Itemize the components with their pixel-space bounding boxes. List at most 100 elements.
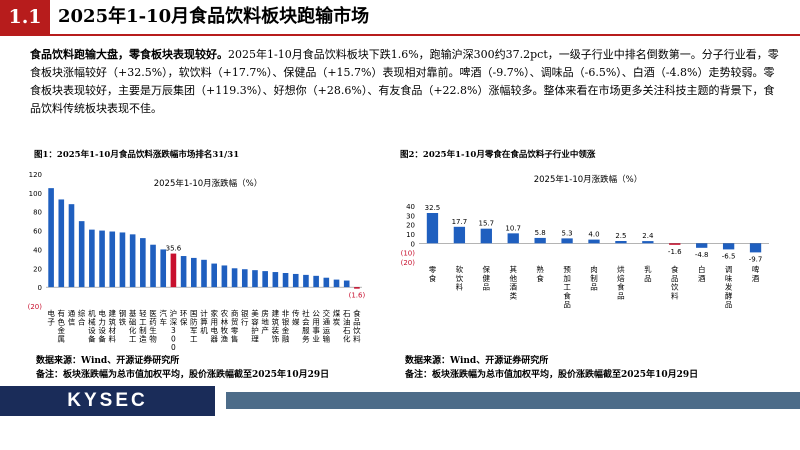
chart-title: 2025年1-10月涨跌幅（%） <box>534 174 643 185</box>
y-tick-label: 10 <box>406 231 415 239</box>
x-tick-label: 金 <box>58 325 66 335</box>
x-tick-label: 信 <box>68 317 76 327</box>
x-tick-label: 化 <box>343 334 351 344</box>
x-tick-label: 料 <box>109 334 117 344</box>
bar <box>722 243 735 250</box>
bar <box>696 243 708 248</box>
x-tick-label: 子 <box>47 318 55 327</box>
x-tick-label: 业 <box>312 334 320 344</box>
x-tick-label: 护 <box>251 325 259 335</box>
bar <box>561 238 573 244</box>
x-tick-label: 品 <box>590 283 598 292</box>
figure-1-title: 图1：2025年1-10月食品饮料涨跌幅市场排名31/31 <box>34 150 240 160</box>
x-tick-label: 饮 <box>456 273 464 283</box>
x-tick-label: 防 <box>190 317 198 327</box>
x-tick-label: 工 <box>129 335 137 344</box>
x-tick-label: 事 <box>312 325 320 335</box>
x-tick-label: 乳 <box>644 264 652 274</box>
x-tick-label: 银 <box>241 309 249 318</box>
x-tick-label: 料 <box>671 290 679 300</box>
x-tick-label: 调 <box>725 265 733 274</box>
x-tick-label: 味 <box>725 273 733 283</box>
x-tick-label: 筑 <box>109 317 117 327</box>
x-tick-label: 工 <box>563 283 571 292</box>
bar <box>211 263 217 288</box>
x-tick-label: 炭 <box>333 318 341 327</box>
x-tick-label: 食 <box>563 290 571 300</box>
x-tick-label: 饰 <box>272 334 280 344</box>
data-label: -6.5 <box>722 252 736 260</box>
x-tick-label: 机 <box>200 325 208 335</box>
x-tick-label: 饮 <box>671 282 679 292</box>
x-tick-label: 酒 <box>698 274 706 283</box>
data-label: 2.5 <box>615 232 626 240</box>
bar <box>534 237 546 244</box>
x-tick-label: 础 <box>129 317 137 327</box>
x-tick-label: 算 <box>200 317 208 327</box>
bar <box>119 232 126 288</box>
x-tick-label: 其 <box>509 265 517 274</box>
data-label: 10.7 <box>505 224 521 232</box>
x-tick-label: 设 <box>88 325 96 335</box>
x-tick-label: 器 <box>210 335 218 344</box>
data-label: -9.7 <box>749 255 763 263</box>
bar <box>150 244 156 288</box>
footer-brand-block: KYSEC <box>0 386 215 416</box>
bar <box>642 241 654 244</box>
x-tick-label: 制 <box>590 273 598 283</box>
x-tick-label: 融 <box>282 334 290 344</box>
data-label: 15.7 <box>479 220 495 228</box>
x-tick-label: 铁 <box>119 317 127 327</box>
x-tick-label: 综 <box>78 308 86 318</box>
x-tick-label: 装 <box>272 325 280 335</box>
x-tick-label: 用 <box>312 318 320 327</box>
bar <box>749 243 762 253</box>
x-tick-label: 渔 <box>221 334 229 344</box>
figure-2-source: 数据来源：Wind、开源证券研究所 <box>405 356 549 366</box>
bar <box>262 271 268 288</box>
x-tick-label: 食 <box>429 273 437 283</box>
x-tick-label: 传 <box>292 308 300 318</box>
section-header: 1.1 2025年1-10月食品饮料板块跑输市场 <box>0 0 800 34</box>
x-tick-label: 生 <box>149 325 157 335</box>
x-tick-label: 化 <box>129 325 137 335</box>
figure-2-title: 图2：2025年1-10月零食在食品饮料子行业中领涨 <box>400 150 596 160</box>
x-tick-label: 电 <box>47 308 55 318</box>
data-label: 2.4 <box>642 232 654 240</box>
x-tick-label: 啤 <box>752 264 760 274</box>
bar <box>160 249 167 288</box>
y-tick-label: (10) <box>401 250 416 258</box>
x-tick-label: 石 <box>343 326 351 335</box>
bar <box>241 269 248 288</box>
bar <box>68 204 75 288</box>
x-tick-label: 备 <box>88 334 96 344</box>
bar <box>507 233 519 244</box>
x-tick-label: 房 <box>261 308 269 318</box>
x-tick-label: 计 <box>200 308 208 318</box>
figure-2-notes: 数据来源：Wind、开源证券研究所 备注：板块涨跌幅为总市值加权平均，股价涨跌幅… <box>405 354 698 382</box>
bar <box>180 256 187 288</box>
y-tick-label: 100 <box>29 190 42 198</box>
x-tick-label: 品 <box>483 283 491 292</box>
x-tick-label: 有 <box>58 308 66 318</box>
x-tick-label: 用 <box>210 318 218 327</box>
x-tick-label: 食 <box>536 273 544 283</box>
x-tick-label: 酒 <box>509 283 517 292</box>
bar <box>140 238 146 288</box>
data-label: -4.8 <box>695 251 709 259</box>
y-tick-label: 60 <box>33 228 42 236</box>
x-tick-label: 酒 <box>752 274 760 283</box>
x-tick-label: 他 <box>509 273 517 283</box>
x-tick-label: 0 <box>171 343 176 350</box>
x-tick-label: 软 <box>456 264 464 274</box>
data-label: 35.6 <box>166 245 182 253</box>
x-tick-label: 容 <box>251 317 259 327</box>
x-tick-label: 美 <box>251 308 259 318</box>
x-tick-label: 品 <box>563 300 571 309</box>
x-tick-label: 品 <box>617 291 625 300</box>
x-tick-label: 基 <box>129 308 137 318</box>
x-tick-label: 健 <box>483 273 491 283</box>
x-tick-label: 电 <box>210 325 218 335</box>
x-tick-label: 工 <box>139 318 147 327</box>
bar <box>313 275 319 288</box>
